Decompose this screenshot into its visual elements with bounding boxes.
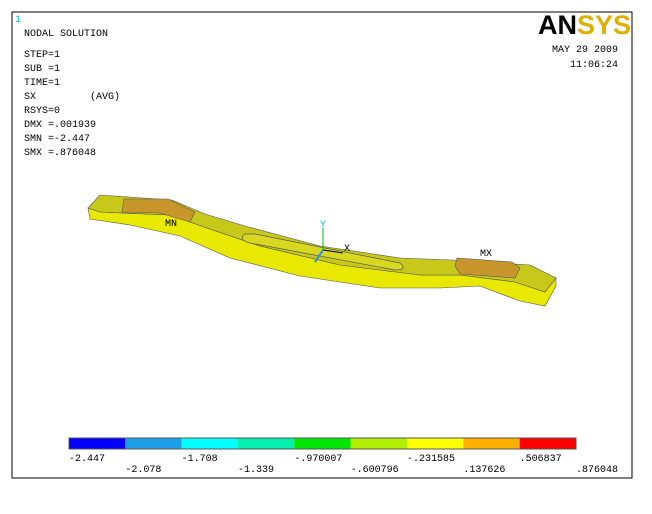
time: 11:06:24: [570, 60, 618, 71]
legend-swatch: [351, 438, 407, 449]
graphics-window: 1 NODAL SOLUTION STEP=1 SUB =1 TIME=1 SX…: [0, 0, 652, 514]
result-qualifier: (AVG): [90, 91, 120, 103]
frame: [12, 12, 632, 478]
legend-label: -.231585: [407, 454, 455, 465]
stat-line: RSYS=0: [24, 106, 60, 117]
title: NODAL SOLUTION: [24, 29, 108, 40]
legend-swatch: [294, 438, 350, 449]
max-label: MX: [480, 249, 492, 260]
date: MAY 29 2009: [552, 45, 618, 56]
logo: ANSYS: [538, 10, 631, 40]
result-label: SX: [24, 92, 36, 103]
legend-label: -1.708: [182, 454, 218, 465]
legend-swatch: [463, 438, 519, 449]
legend-label: -2.078: [125, 465, 161, 476]
legend-label: .876048: [576, 465, 618, 476]
info-line: TIME=1: [24, 78, 60, 89]
legend-label: .506837: [520, 454, 562, 465]
stat-line: DMX =.001939: [24, 120, 96, 131]
legend-label: .137626: [463, 465, 505, 476]
legend-swatch: [238, 438, 294, 449]
triad-label: Y: [320, 220, 326, 231]
logo-part: SYS: [577, 10, 631, 40]
window-number: 1: [15, 15, 21, 26]
info-line: SUB =1: [24, 64, 60, 75]
legend-label: -.600796: [351, 465, 399, 476]
info-line: STEP=1: [24, 50, 60, 61]
legend-label: -.970007: [294, 454, 342, 465]
triad-label: X: [344, 244, 350, 255]
legend-swatch: [520, 438, 576, 449]
legend-label: -1.339: [238, 465, 274, 476]
min-label: MN: [165, 219, 177, 230]
legend-swatch: [125, 438, 181, 449]
logo-part: AN: [538, 10, 577, 40]
legend-label: -2.447: [69, 454, 105, 465]
legend-swatch: [407, 438, 463, 449]
legend-swatch: [69, 438, 125, 449]
stat-line: SMN =-2.447: [24, 134, 90, 145]
legend-swatch: [182, 438, 238, 449]
stat-line: SMX =.876048: [24, 148, 96, 159]
